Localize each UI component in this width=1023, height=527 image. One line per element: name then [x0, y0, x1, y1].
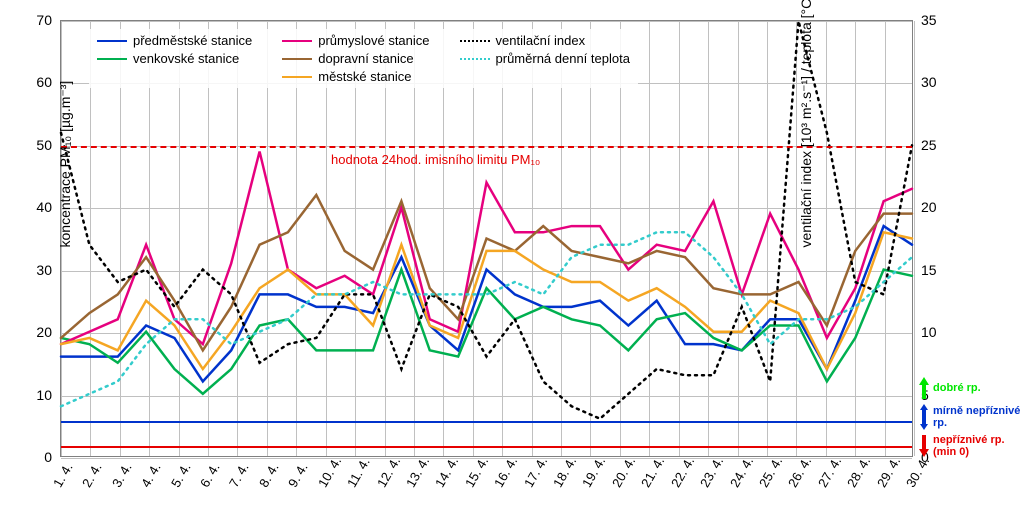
- limit-line: [61, 146, 912, 148]
- y-axis-right-label: ventilační index [10³ m².s⁻¹] / teplota …: [798, 0, 815, 247]
- legend-label: předměstské stanice: [133, 33, 252, 48]
- y-right-tick: 25: [921, 137, 937, 153]
- y-right-tick: 15: [921, 262, 937, 278]
- legend-swatch: [282, 58, 312, 60]
- y-left-tick: 0: [44, 449, 52, 465]
- x-tick: 3. 4.: [109, 460, 135, 489]
- rp-indicator: dobré rp.: [918, 375, 1023, 401]
- x-tick: 2. 4.: [79, 460, 105, 489]
- legend-swatch: [282, 40, 312, 42]
- rp-label: nepříznivé rp. (min 0): [933, 434, 1023, 458]
- legend-item: venkovské stanice: [97, 51, 252, 66]
- x-tick: 9. 4.: [285, 460, 311, 489]
- rp-label: mírně nepříznivé rp.: [933, 405, 1023, 429]
- rp-indicator: mírně nepříznivé rp.: [918, 404, 1023, 430]
- y-left-tick: 20: [36, 324, 52, 340]
- legend-item: dopravní stanice: [282, 51, 429, 66]
- legend-swatch: [282, 76, 312, 78]
- x-tick: 11. 4.: [344, 455, 373, 490]
- y-left-tick: 70: [36, 12, 52, 28]
- legend-item: průmyslové stanice: [282, 33, 429, 48]
- legend: předměstské stanice venkovské stanice prům…: [89, 29, 638, 88]
- y-right-tick: 20: [921, 199, 937, 215]
- x-tick: 15. 4.: [462, 454, 491, 490]
- legend-item: průměrná denní teplota: [460, 51, 630, 66]
- legend-swatch: [97, 58, 127, 60]
- arrow-icon: [918, 375, 930, 401]
- x-tick: 18. 4.: [550, 454, 579, 490]
- legend-label: průměrná denní teplota: [496, 51, 630, 66]
- x-tick: 24. 4.: [727, 454, 756, 490]
- y-left-tick: 40: [36, 199, 52, 215]
- rp-indicator-labels: dobré rp. mírně nepříznivé rp. nepříznivé …: [918, 375, 1023, 462]
- x-tick: 28. 4.: [844, 454, 873, 490]
- y-right-tick: 10: [921, 324, 937, 340]
- legend-label: dopravní stanice: [318, 51, 413, 66]
- legend-label: ventilační index: [496, 33, 586, 48]
- x-tick: 21. 4.: [638, 454, 667, 490]
- x-tick: 29. 4.: [874, 454, 903, 490]
- x-tick: 13. 4.: [403, 454, 432, 490]
- rp-indicator: nepříznivé rp. (min 0): [918, 433, 1023, 459]
- limit-label: hodnota 24hod. imisního limitu PM₁₀: [331, 152, 540, 167]
- legend-label: průmyslové stanice: [318, 33, 429, 48]
- x-tick: 20. 4.: [609, 454, 638, 490]
- legend-label: venkovské stanice: [133, 51, 239, 66]
- legend-item: ventilační index: [460, 33, 630, 48]
- y-axis-left: koncentrace PM₁₀ [µg.m⁻³] 01020304050607…: [0, 20, 60, 457]
- y-axis-left-label: koncentrace PM₁₀ [µg.m⁻³]: [57, 80, 74, 247]
- x-tick: 8. 4.: [256, 460, 282, 489]
- legend-label: městské stanice: [318, 69, 411, 84]
- legend-item: předměstské stanice: [97, 33, 252, 48]
- plot-area: hodnota 24hod. imisního limitu PM₁₀ před…: [60, 20, 913, 457]
- legend-swatch: [460, 58, 490, 60]
- legend-swatch: [97, 40, 127, 42]
- y-right-tick: 30: [921, 74, 937, 90]
- rp-label: dobré rp.: [933, 382, 981, 394]
- legend-item: městské stanice: [282, 69, 429, 84]
- arrow-icon: [918, 433, 930, 459]
- x-tick: 27. 4.: [815, 454, 844, 490]
- y-left-tick: 10: [36, 387, 52, 403]
- series-line: [61, 152, 912, 345]
- x-tick: 22. 4.: [668, 454, 697, 490]
- x-tick: 4. 4.: [138, 460, 164, 489]
- x-tick: 10. 4.: [315, 454, 344, 490]
- x-tick: 25. 4.: [756, 454, 785, 490]
- series-line: [61, 232, 912, 369]
- x-tick: 17. 4.: [521, 454, 550, 490]
- x-tick: 6. 4.: [197, 460, 223, 489]
- x-tick: 16. 4.: [491, 454, 520, 490]
- chart-container: hodnota 24hod. imisního limitu PM₁₀ před…: [0, 0, 1023, 527]
- x-tick: 7. 4.: [226, 460, 252, 489]
- legend-swatch: [460, 40, 490, 42]
- x-tick: 23. 4.: [697, 454, 726, 490]
- y-left-tick: 50: [36, 137, 52, 153]
- x-tick: 26. 4.: [785, 454, 814, 490]
- x-tick: 12. 4.: [374, 454, 403, 490]
- x-tick: 5. 4.: [168, 460, 194, 489]
- x-axis: 1. 4.2. 4.3. 4.4. 4.5. 4.6. 4.7. 4.8. 4.…: [60, 457, 913, 527]
- arrow-icon: [918, 404, 930, 430]
- x-tick: 1. 4.: [50, 460, 76, 489]
- y-left-tick: 30: [36, 262, 52, 278]
- x-tick: 14. 4.: [432, 454, 461, 490]
- y-left-tick: 60: [36, 74, 52, 90]
- y-right-tick: 35: [921, 12, 937, 28]
- x-tick: 19. 4.: [579, 454, 608, 490]
